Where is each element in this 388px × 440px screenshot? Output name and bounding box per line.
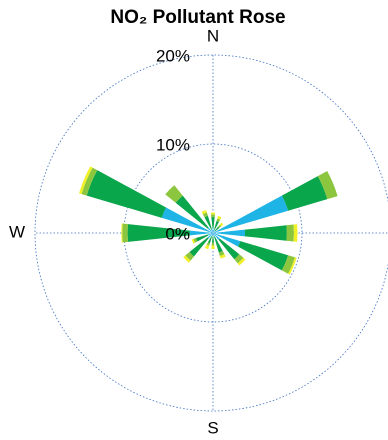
wedge-segment [79, 166, 93, 195]
wedge-segment [219, 222, 224, 227]
wedge-segment [183, 255, 191, 263]
wedge-segment [281, 255, 295, 274]
wedge-segment [244, 225, 287, 241]
wedge-segment [293, 224, 298, 242]
wedge-segment [213, 229, 215, 233]
wedge-segment [202, 212, 208, 218]
wedge-segment [213, 229, 246, 237]
wedge-segment [211, 235, 215, 243]
wedge-segment [211, 214, 215, 218]
wedge-segment [201, 209, 207, 215]
wedge-segment [218, 250, 225, 257]
chart-title: NO₂ Pollutant Rose [110, 7, 285, 28]
wedge-segment [288, 257, 297, 275]
wedge-segment [211, 216, 215, 228]
wedge-segment [238, 241, 289, 271]
wedge-segment [214, 226, 220, 232]
wedge-segment [218, 238, 240, 260]
wedge-segment [121, 223, 123, 243]
wedge-segment [286, 224, 294, 242]
wedge-segment [189, 230, 213, 236]
wedge-segment [219, 254, 226, 259]
r-tick-label: 10% [156, 135, 190, 154]
wedge-segment [214, 236, 223, 253]
wedge-segment [204, 215, 212, 230]
wedge-segment [207, 227, 213, 233]
wedge-segment [122, 223, 129, 243]
r-tick-label: 20% [156, 46, 190, 65]
wedge-segment [281, 176, 328, 211]
direction-label: N [207, 26, 219, 45]
wedge-segment [86, 170, 167, 218]
wedge-segment [127, 224, 190, 242]
wedge-segment [161, 207, 213, 233]
wedge-segment [189, 237, 209, 257]
wedge-segment [213, 195, 289, 233]
wedge-segment [193, 238, 198, 243]
wedge-segment [211, 242, 215, 246]
wedge-segment [175, 195, 209, 229]
wedge-segment [212, 227, 214, 233]
direction-label: W [9, 222, 25, 241]
wedge-segment [213, 233, 241, 247]
wedge-segment [195, 234, 209, 242]
wedge-segment [216, 218, 221, 223]
direction-label: S [207, 418, 218, 437]
wedge-segment [206, 242, 210, 246]
wedge-segment [214, 221, 219, 230]
wedge-segment [317, 170, 338, 200]
wedge-segment [185, 252, 194, 261]
wedge-segment [207, 233, 213, 236]
wedge-segment [211, 229, 213, 233]
wedge-segment [211, 245, 215, 250]
wedge-segment [234, 254, 244, 264]
wedge-segment [207, 233, 213, 239]
wedge-segment [213, 233, 216, 238]
wedge-segment [81, 167, 98, 196]
wedge-segment [207, 236, 212, 244]
wedge-segment [191, 238, 196, 244]
wedge-segment [213, 233, 220, 240]
wedge-segment [217, 215, 222, 220]
wedge-segment [204, 244, 210, 250]
wedge-segment [218, 224, 222, 228]
r-tick-label: 0% [165, 224, 190, 243]
wedge-segment [237, 257, 246, 266]
wedge-segment [213, 230, 216, 233]
wedge-segment [212, 233, 214, 236]
wedge-segment [165, 185, 183, 203]
wedge-segment [210, 212, 216, 215]
wedge-segment [211, 233, 213, 237]
